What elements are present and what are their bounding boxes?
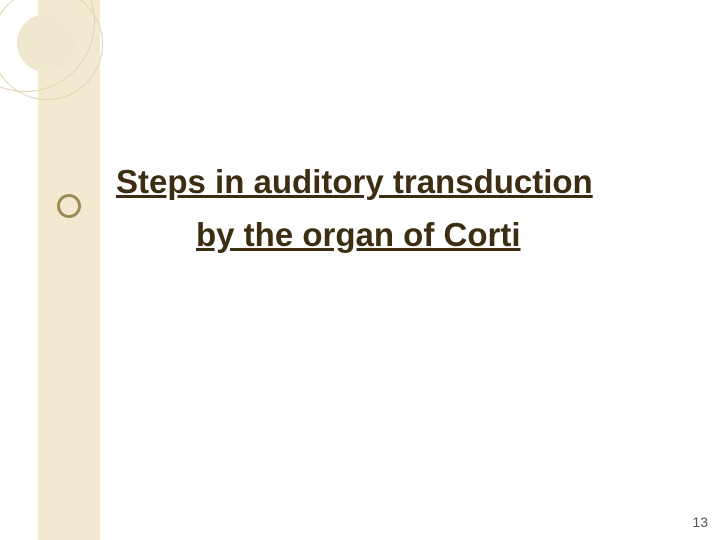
corner-ornament [0,0,135,132]
ornament-circle-filled [17,14,75,72]
page-number: 13 [692,514,708,530]
title-line-2: by the organ of Corti [196,209,676,262]
bullet-ring-icon [57,194,81,218]
title-line-1: Steps in auditory transduction [116,156,676,209]
slide-title: Steps in auditory transduction by the or… [116,156,676,262]
